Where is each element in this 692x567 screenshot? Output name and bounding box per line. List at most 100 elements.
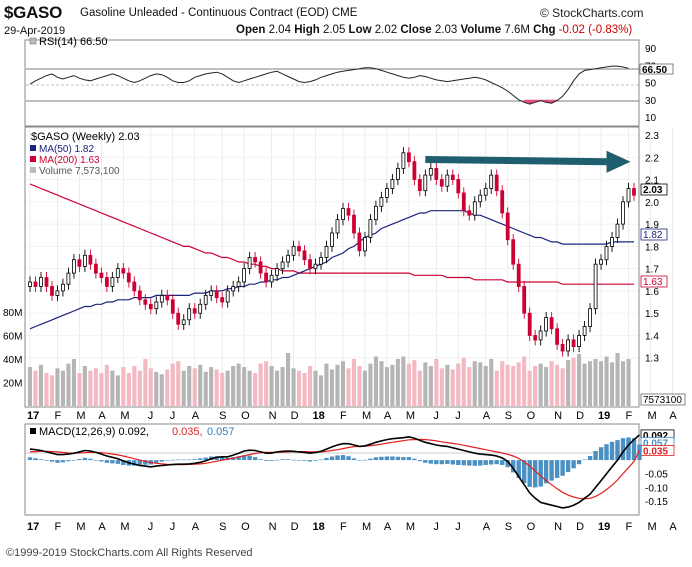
price-candle [83, 249, 87, 272]
volume-bar [467, 367, 472, 406]
macd-histogram-bar [115, 460, 121, 464]
volume-bar [362, 370, 367, 406]
volume-bar [340, 361, 345, 406]
volume-bar [516, 362, 521, 406]
price-candle [137, 285, 142, 306]
macd-histogram-bar [285, 459, 291, 460]
macd-histogram-bar [170, 459, 175, 461]
volume-bar [148, 368, 153, 406]
macd-histogram-bar [55, 460, 60, 463]
volume-bar [313, 370, 318, 406]
copyright-notice: ©1999-2019 StockCharts.com All Rights Re… [6, 547, 253, 559]
macd-histogram-bar [340, 455, 346, 460]
volume-bar [571, 357, 576, 406]
candle-body [527, 312, 532, 336]
macd-histogram-bar [335, 455, 340, 460]
macd-tick-label: -0.05 [645, 470, 668, 481]
candle-body [489, 174, 494, 189]
macd-histogram-bar [593, 451, 598, 460]
macd-histogram-bar [88, 458, 93, 461]
candle-body [77, 259, 82, 267]
x-axis-label: J [170, 410, 176, 422]
candle-body [362, 237, 367, 252]
volume-tick-label: 60M [3, 331, 22, 342]
price-candle [50, 280, 54, 301]
macd-histogram-bar [165, 460, 170, 461]
price-candle [115, 263, 120, 284]
x-axis-label: D [576, 521, 584, 533]
x-axis-label: S [219, 410, 226, 422]
candle-body [181, 319, 186, 325]
candle-body [137, 290, 142, 301]
macd-histogram-bar [500, 460, 505, 465]
x-axis-label: A [384, 521, 392, 533]
volume-bar [275, 370, 280, 406]
macd-histogram-bar [362, 459, 368, 461]
macd-histogram-bar [456, 460, 461, 465]
volume-bar [489, 358, 494, 406]
price-candle [478, 189, 483, 208]
macd-line [29, 434, 641, 509]
macd-histogram-bar [351, 458, 357, 460]
price-candle [126, 267, 131, 288]
x-axis-label: J [455, 410, 461, 422]
macd-histogram-bar [467, 460, 472, 466]
candle-body [456, 179, 461, 194]
x-axis-label: S [505, 410, 512, 422]
price-candle [308, 254, 312, 275]
x-axis-label: O [527, 521, 536, 533]
price-candle [352, 209, 356, 239]
volume-bar [297, 370, 302, 406]
volume-bar [346, 368, 351, 406]
volume-bar [511, 366, 516, 406]
volume-tick-label: 40M [3, 355, 22, 366]
macd-histogram-bar [472, 460, 477, 466]
price-candle [346, 202, 351, 221]
candle-body [313, 263, 318, 270]
exchange-label: CME [331, 7, 358, 19]
price-candle [66, 267, 71, 290]
x-axis-top: 17 F M A M J J A S O N D 18 F M A M J J A S O N D 19 F M A [27, 410, 677, 422]
candle-body [83, 254, 87, 267]
volume-bar [461, 357, 466, 406]
macd-histogram-bar [137, 460, 142, 466]
candle-body [308, 259, 312, 270]
high-value: 2.05 [322, 24, 346, 36]
volume-bar [209, 367, 214, 406]
volume-bar [401, 356, 406, 406]
low-value: 2.02 [374, 24, 398, 36]
volume-bar [66, 363, 71, 406]
candle-body [395, 167, 400, 180]
price-candle [549, 312, 554, 335]
symbol-title: $GASO [4, 3, 63, 22]
volume-bar [242, 367, 247, 406]
price-candle [297, 240, 301, 257]
candle-body [214, 290, 219, 298]
candle-body [461, 192, 466, 212]
candle-body [549, 317, 554, 330]
volume-bar [522, 356, 527, 406]
price-candle [395, 162, 400, 186]
candle-body [121, 268, 126, 274]
price-candle [203, 289, 208, 310]
x-axis-label: M [647, 521, 656, 533]
chg-value: -0.02 (-0.83%) [558, 24, 633, 36]
high-label: High [294, 24, 320, 36]
candle-body [560, 343, 565, 352]
description-text: Gasoline Unleaded - Continuous Contract … [80, 7, 329, 19]
x-axis-label: J [455, 521, 461, 533]
price-candle [571, 334, 576, 353]
price-candle [187, 303, 192, 326]
macd-histogram-bar [373, 457, 379, 460]
macd-histogram-bar [631, 438, 637, 461]
price-last-marker: 2.03 1.82 1.63 7573100 [640, 183, 686, 406]
volume-bar [214, 369, 219, 406]
volume-bar [60, 370, 65, 406]
candle-body [187, 308, 192, 321]
candle-body [384, 188, 389, 198]
stockcharts-logo[interactable]: © StockCharts.com [540, 6, 644, 20]
candle-body [505, 212, 510, 241]
price-legend: $GASO (Weekly) 2.03 MA(50) 1.82 MA(200) … [30, 131, 140, 177]
price-candle [165, 289, 170, 306]
price-candle [577, 329, 581, 353]
